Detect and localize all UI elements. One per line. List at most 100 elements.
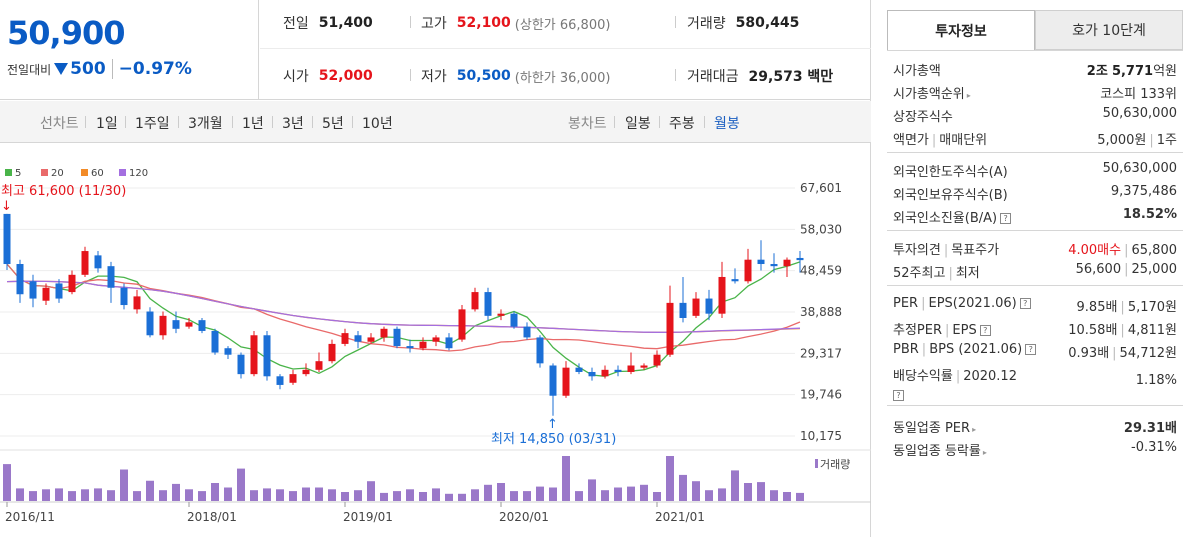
- legend-swatch: [119, 169, 126, 176]
- tab-5y[interactable]: 5년: [322, 116, 344, 132]
- tab-3y[interactable]: 3년: [282, 116, 304, 132]
- info-row-per: PER | EPS(2021.06)? 9.85배 | 5,170원: [887, 292, 1183, 315]
- candle-body: [211, 330, 219, 353]
- candle-body: [367, 337, 375, 342]
- volume-bar: [614, 487, 622, 501]
- candle: [133, 289, 141, 314]
- tab-10y[interactable]: 10년: [362, 116, 393, 132]
- per-value-wrap: 9.85배 | 5,170원: [1076, 300, 1177, 315]
- x-tick-label: 2019/01: [343, 510, 393, 524]
- candle-body: [679, 302, 687, 318]
- legend-swatch: [41, 169, 48, 176]
- candle-body: [107, 266, 115, 288]
- candle: [42, 283, 50, 306]
- candle-body: [627, 365, 635, 372]
- candle-body: [55, 283, 63, 299]
- foreign-ratio-label: 외국인소진율(B/A): [893, 211, 998, 226]
- low-annotation: 최저 14,850 (03/31): [491, 432, 616, 447]
- tab-monthly[interactable]: 월봉: [714, 116, 740, 132]
- candle: [159, 311, 167, 340]
- candle: [666, 285, 674, 357]
- candle: [120, 283, 128, 310]
- foreign-ratio-value: 18.52%: [1122, 207, 1177, 222]
- candle-body: [692, 298, 700, 316]
- industry-change-label: 동일업종 등락률: [893, 444, 981, 459]
- help-icon[interactable]: ?: [1019, 298, 1031, 309]
- industry-change-label-wrap[interactable]: 동일업종 등락률 ▸: [893, 440, 987, 459]
- volume-bar: [666, 456, 674, 501]
- open-price: 시가 52,000: [283, 66, 373, 86]
- opinion-value: 4.00매수: [1068, 243, 1122, 258]
- industry-per-label-wrap[interactable]: 동일업종 PER ▸: [893, 417, 976, 436]
- opinion-value-wrap: 4.00매수 | 65,800: [1068, 243, 1177, 258]
- pbr-value: 0.93배: [1068, 346, 1110, 361]
- volume-bar: [796, 492, 804, 501]
- tab-1d[interactable]: 1일: [96, 116, 118, 132]
- pbr-value-wrap: 0.93배 | 54,712원: [1068, 346, 1177, 361]
- candle-body: [432, 337, 440, 342]
- volume-bar: [237, 468, 245, 501]
- candle: [328, 339, 336, 364]
- info-row-foreign-ratio: 외국인소진율(B/A)? 18.52%: [887, 203, 1183, 226]
- tab-orderbook-10[interactable]: 호가 10단계: [1035, 10, 1183, 50]
- tab-daily[interactable]: 일봉: [625, 116, 651, 132]
- volume-bar: [757, 482, 765, 501]
- candle: [250, 330, 258, 377]
- candle: [640, 363, 648, 370]
- help-icon[interactable]: ?: [1000, 213, 1012, 224]
- info-tabs: 투자정보 호가 10단계: [887, 10, 1183, 50]
- candle-body: [393, 328, 401, 347]
- candle: [549, 363, 557, 416]
- volume-bar: [81, 489, 89, 501]
- tab-1w[interactable]: 1주일: [135, 116, 170, 132]
- help-icon[interactable]: ?: [893, 390, 904, 401]
- volume-bar: [770, 490, 778, 501]
- info-row-52wk: 52주최고 | 최저 56,600 | 25,000: [887, 258, 1183, 281]
- info-row-dividend: 배당수익률 | 2020.12? 1.18%: [887, 361, 1183, 401]
- pbr-label: PBR: [893, 342, 919, 357]
- market-cap-jo: 2조: [1086, 64, 1108, 79]
- candle: [445, 333, 453, 351]
- invest-info: 시가총액 2조 5,771억원 시가총액순위 ▸ 코스피 133위 상장주식수 5…: [887, 50, 1183, 463]
- tab-1y[interactable]: 1년: [242, 116, 264, 132]
- legend-label: 5: [15, 168, 21, 179]
- rank-value: 코스피 133위: [1100, 87, 1177, 102]
- candle-body: [185, 322, 193, 327]
- volume-bar: [42, 489, 50, 501]
- candle-body: [354, 335, 362, 342]
- help-icon[interactable]: ?: [1025, 344, 1037, 355]
- help-icon[interactable]: ?: [979, 325, 991, 336]
- info-group-industry: 동일업종 PER ▸ 29.31배 동일업종 등락률 ▸ -0.31%: [887, 405, 1183, 463]
- candle: [198, 317, 206, 334]
- change-value: 500: [70, 59, 106, 79]
- volume-bar: [3, 464, 11, 501]
- divider: [704, 116, 705, 128]
- volume-bar: [692, 481, 700, 501]
- info-row-industry-per: 동일업종 PER ▸ 29.31배: [887, 413, 1183, 436]
- rank-label-wrap[interactable]: 시가총액순위 ▸: [893, 83, 971, 102]
- candle: [536, 335, 544, 368]
- candle-body: [68, 274, 76, 293]
- candle: [770, 253, 778, 273]
- tab-3m[interactable]: 3개월: [188, 116, 223, 132]
- volume-bar: [55, 488, 63, 501]
- candle-body: [237, 354, 245, 375]
- candle: [627, 352, 635, 375]
- candle-body: [289, 374, 297, 383]
- volume-bar: [575, 491, 583, 501]
- divider: [352, 116, 353, 128]
- dividend-year: 2020.12: [963, 369, 1017, 384]
- x-tick-label: 2016/11: [5, 510, 55, 524]
- tab-weekly[interactable]: 주봉: [669, 116, 695, 132]
- volume-bar: [731, 470, 739, 501]
- eps-label: EPS(2021.06): [928, 296, 1017, 311]
- tab-invest-info[interactable]: 투자정보: [887, 10, 1035, 50]
- candle: [341, 328, 349, 347]
- volume-bar: [224, 487, 232, 501]
- info-group-market: 시가총액 2조 5,771억원 시가총액순위 ▸ 코스피 133위 상장주식수 5…: [887, 50, 1183, 152]
- info-row-industry-change: 동일업종 등락률 ▸ -0.31%: [887, 436, 1183, 459]
- volume-bar: [172, 483, 180, 501]
- candle-body: [16, 264, 24, 295]
- lower-limit: (하한가 36,000): [514, 70, 611, 86]
- pbr-label-wrap: PBR | BPS (2021.06)?: [893, 342, 1037, 357]
